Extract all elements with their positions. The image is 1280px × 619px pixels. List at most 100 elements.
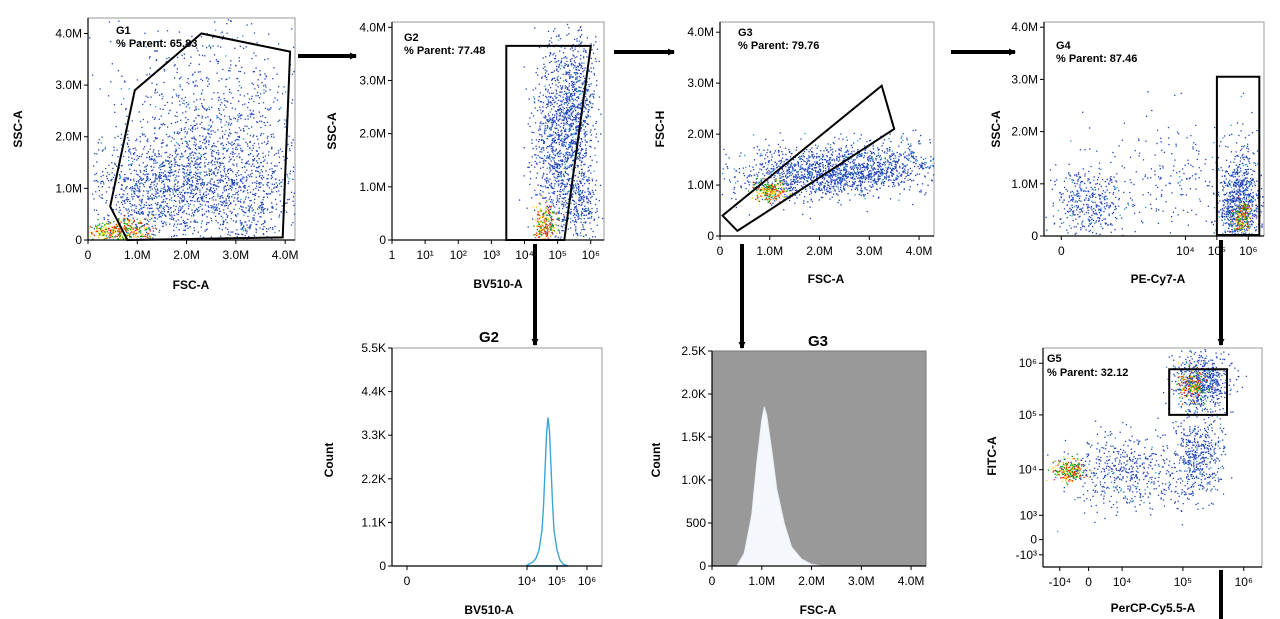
x-tick-label: 0 bbox=[717, 244, 724, 258]
y-tick-label: 2.5K bbox=[681, 344, 706, 358]
panel-h2: G3 FSC-A Count bbox=[649, 333, 927, 617]
x-tick-label: 1.0M bbox=[748, 574, 775, 588]
h2-axes: 0 1.0M 2.0M 3.0M 4.0M 0 500 1.0K 1.5K 2.0K 2.5K bbox=[681, 344, 926, 588]
p3-axes: 0 1.0M 2.0M 3.0M 4.0M 0 1.0M 2.0M 3.0M 4.0M bbox=[687, 22, 934, 258]
x-tick-label: 0 bbox=[1085, 575, 1092, 589]
y-tick-label: 4.0M bbox=[687, 25, 714, 39]
y-tick-label: 2.0K bbox=[681, 387, 706, 401]
panel-p5: PerCP-Cy5.5-A FITC-A G5 % Parent: 32.12 bbox=[985, 347, 1263, 615]
x-tick-label: -10⁴ bbox=[1048, 575, 1071, 589]
flow-arrows bbox=[298, 48, 1225, 619]
y-tick-label: 1.0M bbox=[55, 181, 82, 195]
h1-axes: 0 10⁴ 10⁵ 10⁶ 0 1.1K 2.2K 3.3K 4.4K 5.5K bbox=[361, 341, 602, 588]
p4-axes: 0 10⁴ 10⁵ 10⁶ 0 1.0M 2.0M 3.0M 4.0M bbox=[1011, 20, 1264, 258]
y-axis-label: SSC-A bbox=[325, 112, 339, 150]
y-tick-label: -10³ bbox=[1016, 548, 1037, 562]
x-tick-label: 10⁴ bbox=[1113, 575, 1132, 589]
x-tick-label: 10³ bbox=[483, 248, 500, 262]
x-tick-label: 2.0M bbox=[798, 574, 825, 588]
x-axis-label: FSC-A bbox=[808, 272, 845, 286]
panel-h1: G2 BV510-A Count bbox=[322, 329, 603, 617]
y-tick-label: 0 bbox=[75, 233, 82, 247]
x-tick-label: 4.0M bbox=[272, 248, 299, 262]
y-tick-label: 1.1K bbox=[361, 515, 386, 529]
y-tick-label: 10⁵ bbox=[1019, 408, 1037, 422]
x-tick-label: 3.0M bbox=[223, 248, 250, 262]
x-tick-label: 10⁵ bbox=[548, 248, 566, 262]
histogram-title: G3 bbox=[808, 333, 828, 350]
y-tick-label: 2.0M bbox=[1011, 125, 1038, 139]
y-axis-label: Count bbox=[322, 443, 336, 478]
gate-name: G3 bbox=[738, 27, 753, 39]
gate-name: G1 bbox=[116, 25, 131, 37]
x-tick-label: 0 bbox=[709, 574, 716, 588]
gate-g3[interactable] bbox=[721, 83, 896, 233]
p4-dots bbox=[1045, 91, 1265, 237]
y-tick-label: 0 bbox=[1031, 229, 1038, 243]
y-axis-label: FITC-A bbox=[985, 436, 999, 476]
y-tick-label: 0 bbox=[379, 559, 386, 573]
y-tick-label: 3.0M bbox=[687, 76, 714, 90]
x-tick-label: 10⁶ bbox=[1239, 244, 1257, 258]
gate-g4[interactable] bbox=[1215, 75, 1261, 236]
gate-stat: % Parent: 87.46 bbox=[1056, 53, 1137, 65]
gate-g1[interactable] bbox=[109, 32, 292, 242]
x-tick-label: 10⁵ bbox=[1208, 244, 1226, 258]
p1-axes: 0 1.0M 2.0M 3.0M 4.0M 0 1.0M 2.0M 3.0M 4.0M bbox=[55, 18, 298, 262]
x-tick-label: 1.0M bbox=[756, 244, 783, 258]
p3-dots bbox=[721, 129, 935, 220]
gate-stat: % Parent: 65.83 bbox=[116, 38, 197, 50]
y-axis-label: Count bbox=[649, 443, 663, 478]
gate-g5[interactable] bbox=[1168, 368, 1228, 416]
x-tick-label: 0 bbox=[404, 574, 411, 588]
y-tick-label: 10³ bbox=[1020, 508, 1037, 522]
y-tick-label: 3.0M bbox=[359, 73, 386, 87]
y-tick-label: 0 bbox=[379, 233, 386, 247]
x-tick-label: 2.0M bbox=[173, 248, 200, 262]
y-tick-label: 1.0M bbox=[687, 178, 714, 192]
x-tick-label: 10⁴ bbox=[515, 248, 534, 262]
y-axis-label: SSC-A bbox=[11, 110, 25, 148]
x-tick-label: 10¹ bbox=[416, 248, 433, 262]
y-tick-label: 10⁴ bbox=[1018, 463, 1037, 477]
panel-p1: FSC-A SSC-A G1 % Parent: 65.83 bbox=[11, 17, 296, 292]
y-tick-label: 1.5K bbox=[681, 430, 706, 444]
x-tick-label: 10⁴ bbox=[518, 574, 537, 588]
x-axis-label: FSC-A bbox=[800, 603, 837, 617]
y-tick-label: 4.0M bbox=[55, 26, 82, 40]
x-tick-label: 10² bbox=[450, 248, 467, 262]
p5-dots bbox=[1045, 349, 1248, 533]
x-tick-label: 2.0M bbox=[806, 244, 833, 258]
x-tick-label: 10⁶ bbox=[578, 574, 596, 588]
p2-axes: 1 10¹ 10² 10³ 10⁴ 10⁵ 10⁶ 0 1.0M 2.0M 3.0M 4.0M bbox=[359, 20, 604, 262]
histogram-area bbox=[736, 406, 822, 567]
y-tick-label: 0 bbox=[1030, 533, 1037, 547]
y-tick-label: 3.3K bbox=[361, 428, 386, 442]
y-axis-label: FSC-H bbox=[653, 111, 667, 148]
y-tick-label: 3.0M bbox=[1011, 72, 1038, 86]
y-tick-label: 4.0M bbox=[1011, 20, 1038, 34]
x-axis-label: PerCP-Cy5.5-A bbox=[1111, 601, 1196, 615]
x-tick-label: 10⁶ bbox=[582, 248, 600, 262]
x-tick-label: 10⁶ bbox=[1235, 575, 1253, 589]
y-tick-label: 1.0M bbox=[1011, 177, 1038, 191]
y-tick-label: 4.4K bbox=[361, 385, 386, 399]
gate-name: G2 bbox=[404, 32, 419, 44]
gate-stat: % Parent: 77.48 bbox=[404, 45, 485, 57]
y-tick-label: 3.0M bbox=[55, 78, 82, 92]
y-tick-label: 2.0M bbox=[687, 127, 714, 141]
x-axis-label: PE-Cy7-A bbox=[1131, 272, 1186, 286]
x-tick-label: 10⁵ bbox=[1174, 575, 1192, 589]
y-tick-label: 500 bbox=[686, 516, 706, 530]
histogram-line bbox=[526, 417, 569, 567]
y-tick-label: 2.0M bbox=[359, 127, 386, 141]
x-tick-label: 4.0M bbox=[906, 244, 933, 258]
y-tick-label: 5.5K bbox=[361, 341, 386, 355]
gate-name: G4 bbox=[1056, 40, 1072, 52]
x-axis-label: FSC-A bbox=[173, 278, 210, 292]
x-tick-label: 0 bbox=[1058, 244, 1065, 258]
x-tick-label: 1.0M bbox=[124, 248, 151, 262]
y-axis-label: SSC-A bbox=[989, 110, 1003, 148]
x-tick-label: 0 bbox=[85, 248, 92, 262]
